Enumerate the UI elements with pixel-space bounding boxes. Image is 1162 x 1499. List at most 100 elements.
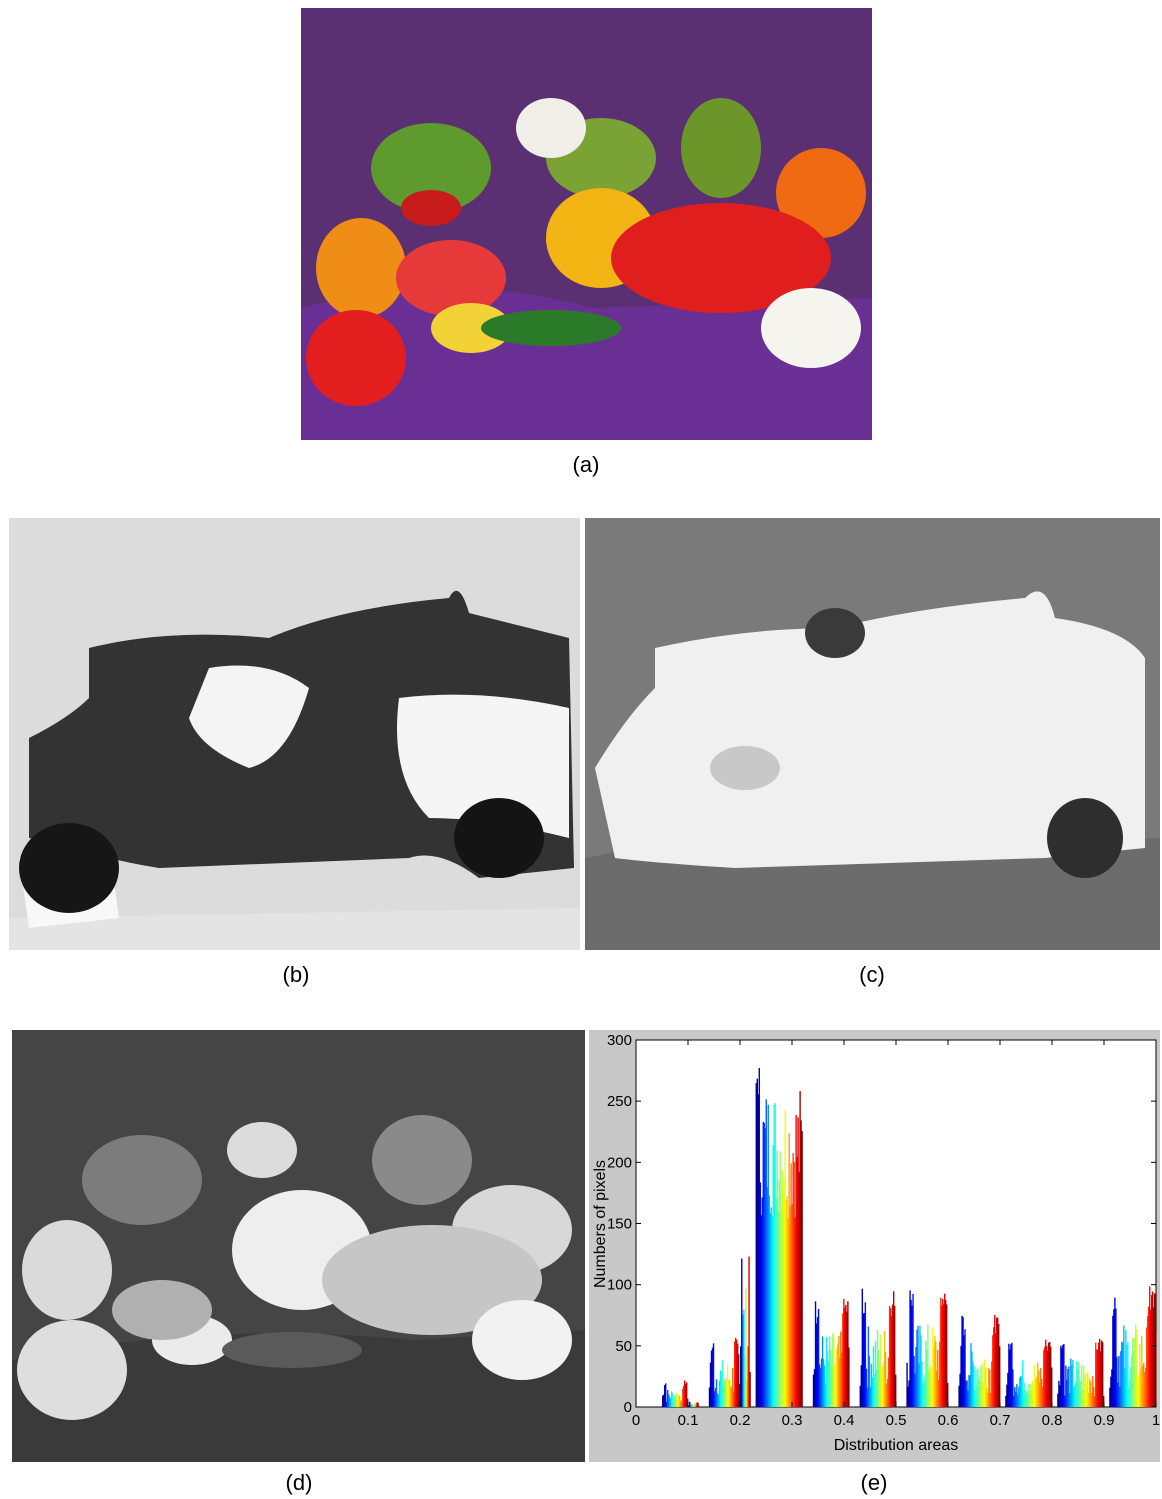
histogram-bar [1066, 1379, 1068, 1407]
histogram-bar [836, 1348, 838, 1407]
histogram-bar [733, 1341, 736, 1407]
histogram-bar [695, 1404, 697, 1407]
histogram-bar [827, 1360, 830, 1407]
histogram-bar [867, 1326, 870, 1407]
histogram-bar [975, 1369, 977, 1407]
histogram-bar [965, 1380, 967, 1407]
histogram-bar [927, 1324, 929, 1407]
histogram-bar [1120, 1351, 1122, 1407]
histogram-bar [662, 1395, 664, 1407]
panel-d-intensity-image [12, 1030, 585, 1462]
histogram-bar [1095, 1342, 1097, 1407]
histogram-bar [1043, 1350, 1045, 1407]
histogram-bar [918, 1363, 920, 1407]
histogram-bar [1020, 1376, 1022, 1407]
histogram-bar [691, 1404, 693, 1407]
histogram-bar [890, 1316, 893, 1407]
histogram-bar [829, 1350, 832, 1407]
histogram-bar [1126, 1344, 1128, 1407]
histogram-bar [731, 1368, 734, 1407]
histogram-bar [981, 1363, 983, 1407]
panel-c-saturation-map [585, 518, 1160, 950]
histogram-bar [1085, 1373, 1087, 1407]
histogram-bar [790, 1163, 792, 1407]
histogram-bar [961, 1315, 963, 1407]
histogram-bar [939, 1341, 941, 1407]
plot-area [635, 1039, 1157, 1408]
histogram-bar [1086, 1382, 1088, 1407]
histogram-bar [972, 1361, 974, 1407]
histogram-bar [1127, 1341, 1129, 1407]
histogram-bar [1141, 1335, 1143, 1407]
histogram-bar [1050, 1346, 1052, 1407]
histogram-bar [735, 1339, 738, 1407]
histogram-bar [999, 1346, 1001, 1407]
histogram-bar [866, 1387, 869, 1407]
histogram-bar [1034, 1365, 1036, 1407]
histogram-bar [1133, 1350, 1135, 1407]
histogram-bar [935, 1341, 937, 1407]
histogram-bar [1148, 1306, 1150, 1407]
histogram-bar [724, 1377, 727, 1407]
histogram-bar [1078, 1362, 1080, 1407]
histogram-bar [1061, 1348, 1063, 1407]
histogram-bar [720, 1371, 723, 1407]
histogram-bar [925, 1340, 927, 1407]
histogram-bar [843, 1298, 845, 1407]
histogram-bar [1033, 1384, 1035, 1407]
histogram-bar [1109, 1387, 1111, 1407]
histogram-bar [936, 1370, 938, 1407]
histogram-bar [689, 1401, 691, 1407]
histogram-bar [1146, 1327, 1148, 1407]
histogram-bar [838, 1335, 840, 1407]
histogram-bar [1139, 1343, 1141, 1407]
histogram-bar [934, 1336, 936, 1407]
histogram-bar [839, 1358, 841, 1407]
histogram-bar [1023, 1393, 1025, 1407]
histogram-bar [748, 1256, 750, 1407]
histogram-bar [684, 1380, 686, 1407]
histogram-bar [984, 1359, 986, 1407]
histogram-bar [712, 1343, 715, 1407]
histogram-bar [931, 1378, 933, 1407]
histogram-bar [1031, 1392, 1033, 1407]
histogram-bar [1129, 1380, 1131, 1407]
histogram-bar [832, 1332, 834, 1407]
histogram-bar [1032, 1380, 1034, 1407]
histogram-bar [737, 1354, 740, 1407]
histogram-bar [1122, 1342, 1124, 1407]
histogram-bar [769, 1213, 771, 1407]
histogram-bar [991, 1361, 993, 1407]
histogram-bar [1072, 1360, 1074, 1407]
histogram-bar [1027, 1390, 1029, 1407]
histogram-bar [1155, 1333, 1157, 1407]
histogram-bar [726, 1364, 729, 1407]
histogram-bar [745, 1288, 747, 1407]
histogram-bar [962, 1317, 964, 1407]
histogram-bar [909, 1290, 911, 1407]
histogram-bar [747, 1346, 749, 1407]
histogram-bar [885, 1383, 888, 1407]
histogram-bar [766, 1187, 768, 1407]
caption-b: (b) [282, 962, 310, 987]
histogram-bar [763, 1123, 765, 1407]
histogram-bar [1124, 1368, 1126, 1407]
histogram-bar [887, 1357, 890, 1407]
histogram-bar [768, 1195, 770, 1407]
histogram-bar [1044, 1347, 1046, 1407]
histogram-bar [996, 1317, 998, 1407]
histogram-bar [1136, 1329, 1138, 1407]
histogram-bar [1051, 1367, 1053, 1407]
histogram-bar [1137, 1373, 1139, 1407]
histogram-bar [770, 1207, 772, 1407]
histogram-bar [1064, 1395, 1066, 1407]
histogram-bar [1039, 1382, 1041, 1407]
histogram-bar [875, 1369, 878, 1407]
histogram-bar [983, 1363, 985, 1407]
histogram-bar [1149, 1286, 1151, 1407]
histogram-bar [782, 1187, 784, 1407]
histogram-bar [1092, 1376, 1094, 1407]
histogram-bar [727, 1379, 730, 1407]
intensity-image-illustration [12, 1030, 585, 1462]
histogram-bar [697, 1402, 699, 1407]
